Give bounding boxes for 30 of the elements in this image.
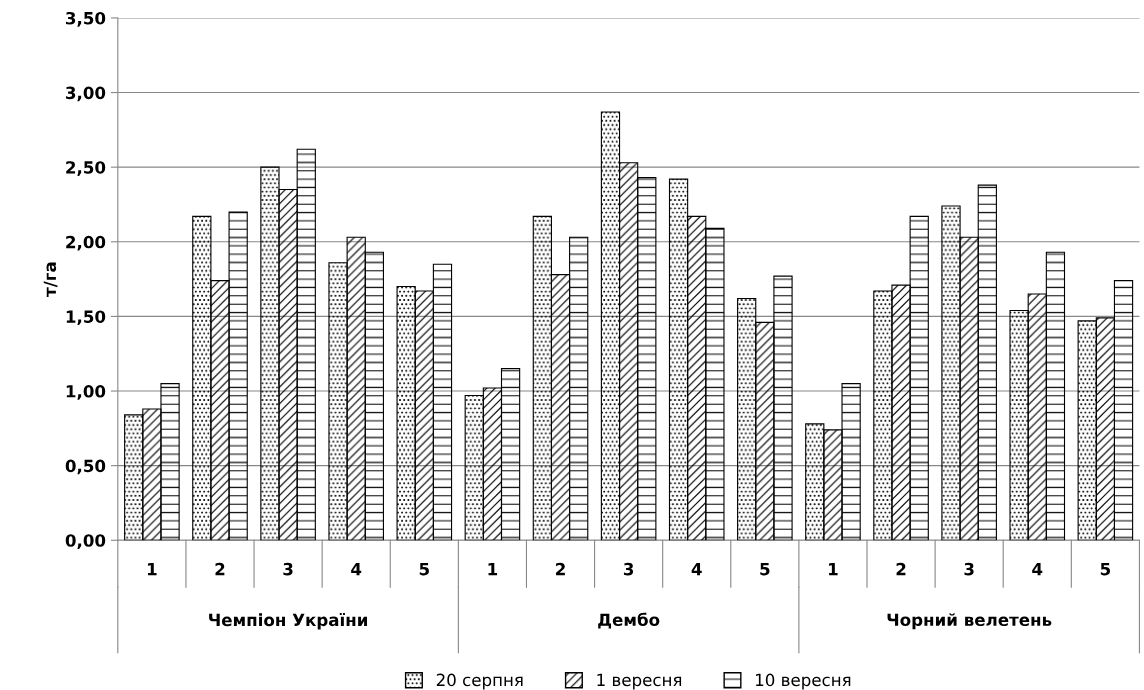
x-tick-label: 5 (419, 563, 429, 576)
y-tick-label: 3,00 (66, 86, 106, 102)
legend-label: 20 серпня (436, 673, 523, 690)
x-tick-label: 1 (829, 563, 838, 576)
x-tick-label: 5 (760, 563, 770, 576)
x-tick-label: 3 (964, 562, 974, 576)
x-tick-label: 4 (1032, 563, 1043, 576)
x-tick-label: 2 (215, 562, 225, 576)
legend-label: 1 вересня (597, 673, 682, 690)
y-tick-label: 3,50 (66, 11, 106, 27)
y-tick-label: 2,50 (66, 161, 106, 176)
x-tick-label: 5 (1100, 563, 1111, 576)
x-tick-label: 3 (283, 562, 293, 576)
y-tick-label: 1,50 (66, 310, 106, 326)
x-tick-label: 4 (691, 563, 702, 576)
text: Чорний велетень (887, 613, 1052, 630)
y-tick-label: 2,00 (66, 235, 106, 251)
x-tick-label: 1 (147, 563, 157, 576)
text: Дембо (598, 612, 660, 629)
x-tick-label: 2 (896, 562, 906, 576)
legend-label: 10 вересня (755, 673, 851, 690)
x-tick-label: 2 (556, 562, 565, 576)
y-tick-label: 0,50 (65, 459, 106, 475)
y-tick-label: 1,00 (66, 385, 106, 400)
text: Чемпіон України (209, 613, 368, 630)
x-tick-label: 1 (488, 563, 498, 576)
y-axis-title: т/га (43, 262, 58, 297)
x-tick-label: 4 (351, 563, 362, 576)
y-tick-label: 0,00 (65, 534, 106, 549)
x-tick-label: 3 (623, 562, 634, 576)
